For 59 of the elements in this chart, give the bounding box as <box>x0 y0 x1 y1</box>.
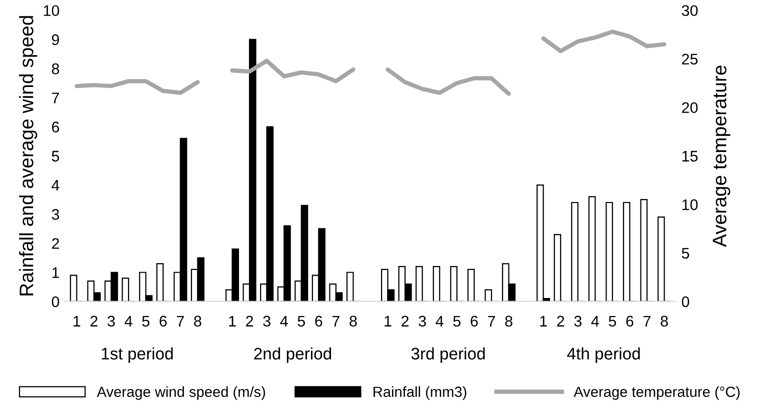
x-tick-label: 7 <box>488 316 495 326</box>
x-tick-label: 5 <box>142 316 150 327</box>
y2-tick-label: 30 <box>682 5 698 16</box>
text: 3rd period <box>411 347 485 363</box>
x-tick-label: 6 <box>315 316 322 327</box>
x-tick-label: 7 <box>332 316 340 326</box>
y-tick-label: 6 <box>52 122 60 132</box>
x-tick-label: 4 <box>591 316 599 326</box>
x-tick-label: 2 <box>402 316 409 326</box>
y2-tick-label: 10 <box>682 199 698 210</box>
x-tick-label: 1 <box>229 316 236 326</box>
legend-label: Average temperature (°C) <box>574 386 740 400</box>
x-tick-label: 1 <box>74 316 80 326</box>
x-tick-label: 3 <box>108 316 115 327</box>
text: 2nd period <box>254 347 332 363</box>
x-tick-label: 6 <box>626 316 634 327</box>
legend-label: Average wind speed (m/s) <box>96 386 266 400</box>
x-tick-label: 8 <box>505 316 512 327</box>
text: 4th period <box>567 347 640 363</box>
y-tick-label: 7 <box>52 92 59 104</box>
x-tick-label: 7 <box>176 316 184 326</box>
x-tick-label: 5 <box>453 316 461 327</box>
x-tick-label: 3 <box>418 316 426 327</box>
y-tick-label: 2 <box>52 238 59 249</box>
x-tick-label: 3 <box>263 316 270 327</box>
x-tick-label: 2 <box>557 316 564 326</box>
y-tick-label: 4 <box>52 180 60 191</box>
x-tick-label: 1 <box>540 316 547 326</box>
y-tick-label: 9 <box>52 34 60 46</box>
y2-tick-label: 20 <box>682 102 698 114</box>
x-tick-label: 3 <box>574 316 582 327</box>
y2-axis-title: Average temperature <box>712 66 730 248</box>
y-tick-label: 5 <box>52 150 60 162</box>
y-tick-label: 0 <box>52 296 60 308</box>
x-tick-label: 4 <box>436 316 444 326</box>
y-tick-label: 3 <box>52 209 60 220</box>
x-tick-label: 2 <box>246 316 254 326</box>
x-tick-label: 6 <box>470 316 478 327</box>
x-tick-label: 8 <box>660 316 668 327</box>
y-tick-label: 1 <box>52 267 59 278</box>
y2-tick-label: 25 <box>682 54 698 65</box>
y-tick-label: 10 <box>44 5 60 16</box>
x-tick-label: 1 <box>384 316 392 326</box>
y2-tick-label: 0 <box>682 296 690 308</box>
x-tick-label: 7 <box>644 316 650 326</box>
y2-tick-label: 15 <box>682 150 698 162</box>
x-tick-label: 8 <box>350 316 357 327</box>
x-tick-label: 4 <box>280 316 288 326</box>
x-tick-label: 8 <box>194 316 202 327</box>
y-tick-label: 8 <box>52 63 60 74</box>
x-tick-label: 2 <box>90 316 98 326</box>
text: 1st period <box>102 347 173 363</box>
y-axis-title: Rainfall and average wind speed <box>19 16 38 296</box>
x-tick-label: 6 <box>160 316 167 327</box>
x-tick-label: 5 <box>608 316 616 327</box>
x-tick-label: 4 <box>124 316 132 326</box>
legend-label: Rainfall (mm3) <box>374 386 466 400</box>
x-tick-label: 5 <box>298 316 305 327</box>
y2-tick-label: 5 <box>682 248 690 259</box>
